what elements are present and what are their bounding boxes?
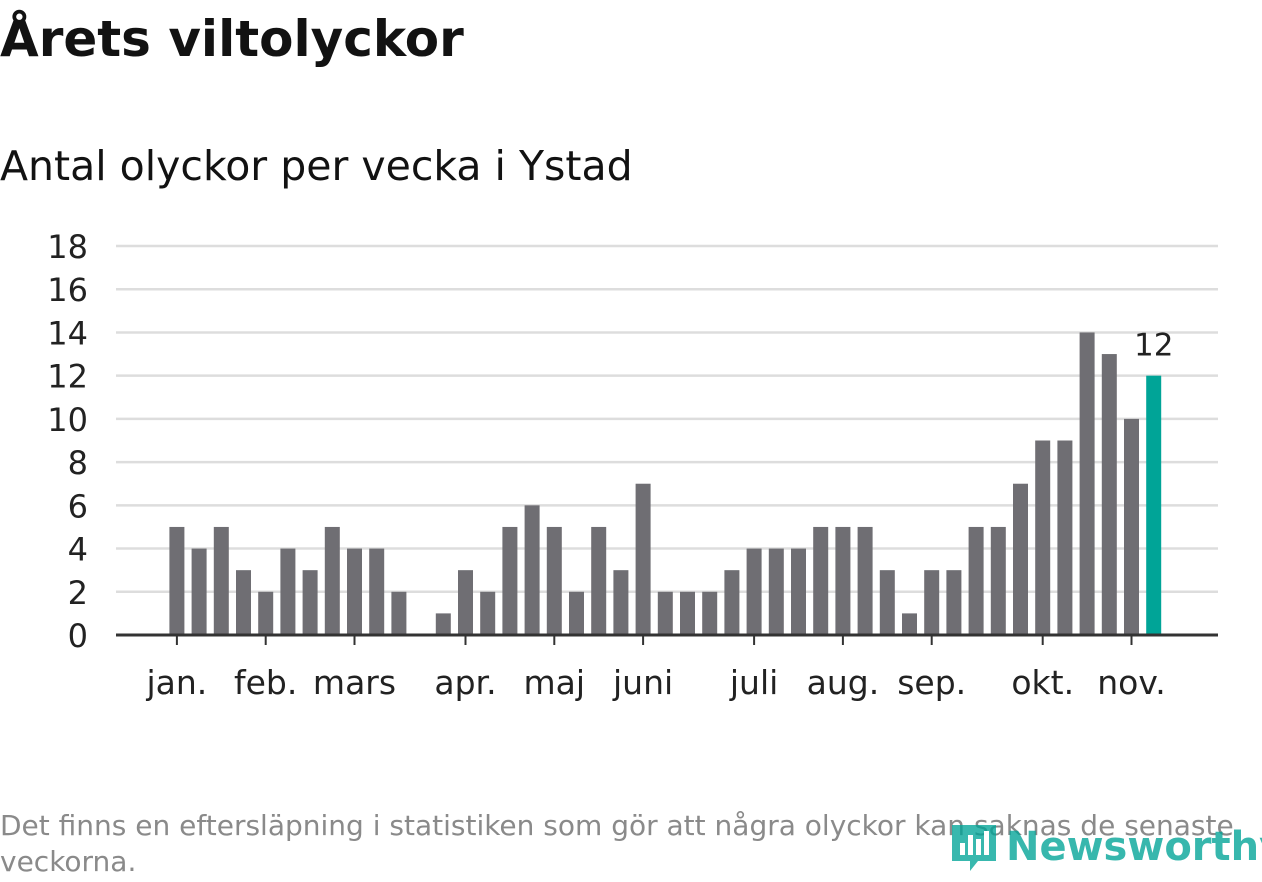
bar xyxy=(524,505,540,635)
x-tick-label: jan. xyxy=(146,663,208,702)
x-tick-label: mars xyxy=(313,663,396,702)
bar xyxy=(635,483,651,635)
bar xyxy=(236,570,251,635)
bar-highlight xyxy=(1146,375,1162,635)
bar xyxy=(191,548,207,635)
bar xyxy=(791,548,806,635)
bar xyxy=(502,526,518,635)
bar xyxy=(657,591,673,635)
bar xyxy=(546,526,562,635)
y-tick-label: 12 xyxy=(47,358,88,396)
x-tick-label: aug. xyxy=(807,663,880,702)
y-tick-label: 18 xyxy=(47,228,88,266)
bar xyxy=(1013,483,1028,635)
x-tick-label: apr. xyxy=(434,663,496,702)
bar xyxy=(1101,354,1117,635)
bar xyxy=(324,526,340,635)
bar xyxy=(968,526,984,635)
bar xyxy=(458,570,473,635)
bar xyxy=(1035,440,1051,635)
bar xyxy=(213,526,229,635)
chart-subtitle: Antal olyckor per vecka i Ystad xyxy=(0,142,633,190)
bar xyxy=(302,570,318,635)
bar xyxy=(879,570,895,635)
x-tick-label: okt. xyxy=(1011,663,1074,702)
bars xyxy=(169,332,1162,635)
footnote: Det finns en eftersläpning i statistiken… xyxy=(0,809,1234,878)
bar xyxy=(369,548,385,635)
highlight-value-label: 12 xyxy=(1134,328,1173,364)
bar xyxy=(569,591,584,635)
x-tick-label: sep. xyxy=(897,663,966,702)
x-tick-label: maj xyxy=(524,663,586,702)
x-tick-label: nov. xyxy=(1097,663,1166,702)
data-labels: 12 xyxy=(1134,328,1173,364)
y-tick-label: 6 xyxy=(68,487,88,525)
bar xyxy=(169,526,185,635)
y-tick-label: 10 xyxy=(47,401,88,439)
bar xyxy=(924,570,940,635)
y-tick-label: 0 xyxy=(68,617,88,655)
bar xyxy=(1124,418,1139,635)
bar xyxy=(702,591,718,635)
bar xyxy=(835,526,851,635)
brand-name: Newsworthy xyxy=(1006,824,1262,870)
bar xyxy=(1057,440,1073,635)
bar xyxy=(1079,332,1095,635)
chart-title: Årets viltolyckor xyxy=(0,10,464,68)
bar xyxy=(857,526,873,635)
y-tick-label: 16 xyxy=(47,271,88,309)
bar xyxy=(347,548,362,635)
y-tick-label: 4 xyxy=(68,531,88,569)
bar xyxy=(990,526,1006,635)
y-tick-label: 14 xyxy=(47,314,88,352)
brand-logo[interactable]: Newsworthy xyxy=(948,812,1262,882)
bar xyxy=(613,570,629,635)
grid-lines xyxy=(116,244,1218,594)
bar xyxy=(280,548,296,635)
bar xyxy=(813,526,829,635)
bar xyxy=(902,613,917,635)
bar xyxy=(435,613,451,635)
y-axis-tick-labels: 0 2 4 6 8 10 12 14 16 18 xyxy=(47,228,88,655)
bar xyxy=(480,591,496,635)
bar xyxy=(258,591,274,635)
bar xyxy=(391,591,407,635)
bar xyxy=(746,548,762,635)
x-tick-label: feb. xyxy=(234,663,297,702)
x-tick-label: juni xyxy=(612,663,673,702)
y-tick-label: 8 xyxy=(68,444,88,482)
bar xyxy=(591,526,607,635)
bar xyxy=(724,570,740,635)
x-tick-label: juli xyxy=(729,663,778,702)
x-axis-month-ticks: jan. feb. mars apr. maj juni juli aug. sep. okt. n… xyxy=(146,635,1166,702)
y-tick-label: 2 xyxy=(68,574,88,612)
newsworthy-logo-icon xyxy=(952,825,996,871)
bar xyxy=(768,548,784,635)
bar xyxy=(946,570,962,635)
bar xyxy=(680,591,695,635)
